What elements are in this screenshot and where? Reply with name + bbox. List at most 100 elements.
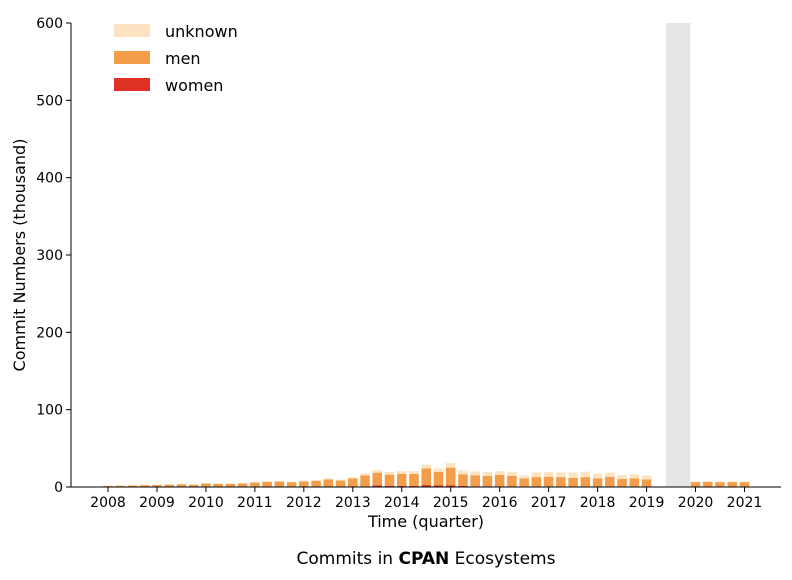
bar-women-2014Q3 bbox=[421, 485, 431, 487]
legend-swatch-men bbox=[114, 51, 150, 64]
bar-unknown-2009Q2 bbox=[164, 484, 174, 485]
bar-unknown-2009Q4 bbox=[188, 484, 199, 485]
bar-unknown-2013Q1 bbox=[348, 477, 358, 479]
bar-unknown-2018Q2 bbox=[605, 472, 615, 477]
bar-unknown-2010Q2 bbox=[213, 483, 223, 484]
bar-unknown-2012Q1 bbox=[299, 480, 309, 482]
bar-unknown-2020Q3 bbox=[715, 481, 725, 483]
y-tick-label-400: 400 bbox=[36, 171, 63, 187]
y-tick-label-300: 300 bbox=[36, 248, 63, 264]
bar-unknown-2010Q1 bbox=[201, 483, 211, 484]
bar-men-2011Q1 bbox=[250, 482, 260, 487]
x-tick-label-2010: 2010 bbox=[188, 495, 224, 511]
bar-unknown-2008Q4 bbox=[139, 484, 150, 486]
x-tick-label-2015: 2015 bbox=[433, 495, 469, 511]
bar-men-2009Q4 bbox=[188, 484, 199, 487]
bar-men-2008Q3 bbox=[127, 485, 138, 487]
bar-unknown-2015Q3 bbox=[470, 471, 480, 476]
bar-unknown-2016Q2 bbox=[507, 471, 517, 476]
bar-men-2015Q3 bbox=[470, 475, 480, 487]
bar-unknown-2012Q4 bbox=[335, 479, 346, 481]
x-tick-label-2020: 2020 bbox=[678, 495, 714, 511]
y-tick-label-500: 500 bbox=[36, 93, 63, 109]
bar-unknown-2013Q2 bbox=[360, 473, 370, 476]
x-tick-label-2009: 2009 bbox=[139, 495, 175, 511]
bar-men-2011Q3 bbox=[274, 481, 285, 487]
bar-women-2013Q4 bbox=[384, 485, 395, 487]
bar-men-2012Q3 bbox=[323, 479, 334, 487]
bar-unknown-2011Q2 bbox=[262, 481, 272, 482]
bar-men-2017Q4 bbox=[580, 477, 591, 487]
bar-men-2010Q2 bbox=[213, 483, 223, 487]
bar-men-2013Q3 bbox=[372, 472, 383, 486]
bar-men-2015Q4 bbox=[482, 475, 493, 487]
bar-women-2015Q2 bbox=[458, 485, 468, 487]
bar-men-2017Q1 bbox=[543, 476, 554, 487]
bar-men-2016Q4 bbox=[531, 477, 542, 487]
bar-unknown-2021Q1 bbox=[739, 481, 750, 483]
missing-data-span bbox=[665, 23, 691, 487]
bar-unknown-2014Q4 bbox=[433, 468, 444, 472]
chart-title-suffix: Ecosystems bbox=[449, 549, 555, 569]
bar-men-2012Q1 bbox=[299, 481, 309, 487]
y-tick-label-600: 600 bbox=[36, 16, 63, 32]
x-axis-label: Time (quarter) bbox=[367, 512, 484, 531]
bar-unknown-2014Q2 bbox=[409, 471, 419, 474]
bar-women-2015Q1 bbox=[445, 485, 456, 487]
bar-men-2016Q2 bbox=[507, 475, 517, 487]
bar-men-2018Q3 bbox=[617, 479, 627, 487]
y-tick-label-100: 100 bbox=[36, 403, 63, 419]
bar-unknown-2011Q3 bbox=[274, 480, 285, 482]
bar-men-2020Q1 bbox=[690, 482, 701, 487]
bar-unknown-2010Q3 bbox=[225, 483, 236, 484]
bar-men-2010Q4 bbox=[237, 483, 248, 487]
bar-unknown-2009Q3 bbox=[176, 483, 187, 485]
bar-unknown-2019Q1 bbox=[641, 475, 652, 480]
bar-unknown-2016Q1 bbox=[494, 471, 505, 476]
bar-unknown-2011Q1 bbox=[250, 482, 260, 483]
legend-swatch-unknown bbox=[114, 24, 150, 37]
bar-men-2017Q2 bbox=[556, 477, 566, 487]
bar-unknown-2018Q1 bbox=[592, 473, 603, 479]
bar-unknown-2017Q1 bbox=[543, 472, 554, 477]
bar-unknown-2020Q1 bbox=[690, 481, 701, 483]
bar-men-2020Q2 bbox=[703, 481, 713, 487]
bar-unknown-2010Q4 bbox=[237, 482, 248, 484]
bar-women-2014Q2 bbox=[409, 485, 419, 487]
bar-men-2018Q1 bbox=[592, 478, 603, 487]
y-tick-label-0: 0 bbox=[54, 480, 63, 496]
bar-men-2008Q2 bbox=[115, 485, 125, 487]
chart-title-bold: CPAN bbox=[398, 549, 449, 569]
bar-men-2019Q1 bbox=[641, 479, 652, 487]
x-tick-label-2012: 2012 bbox=[286, 495, 322, 511]
x-tick-label-2019: 2019 bbox=[629, 495, 665, 511]
bar-men-2010Q1 bbox=[201, 483, 211, 487]
bar-unknown-2017Q4 bbox=[580, 471, 591, 478]
bar-unknown-2014Q3 bbox=[421, 464, 431, 469]
bar-men-2009Q3 bbox=[176, 484, 187, 487]
bar-men-2014Q1 bbox=[397, 473, 407, 486]
x-tick-label-2011: 2011 bbox=[237, 495, 273, 511]
bar-men-2008Q1 bbox=[103, 485, 113, 487]
bar-men-2020Q4 bbox=[727, 482, 737, 487]
bar-unknown-2015Q2 bbox=[458, 470, 468, 475]
bar-men-2020Q3 bbox=[715, 482, 725, 487]
bar-unknown-2013Q4 bbox=[384, 471, 395, 475]
bar-men-2009Q2 bbox=[164, 484, 174, 487]
bar-women-2014Q1 bbox=[397, 485, 407, 487]
bar-men-2011Q4 bbox=[286, 482, 297, 487]
bar-men-2014Q4 bbox=[433, 471, 444, 486]
bar-unknown-2016Q3 bbox=[519, 475, 529, 479]
y-tick-label-200: 200 bbox=[36, 325, 63, 341]
bar-men-2016Q1 bbox=[494, 475, 505, 487]
x-tick-label-2016: 2016 bbox=[482, 495, 518, 511]
legend-label-women: women bbox=[165, 76, 223, 95]
bar-men-2014Q2 bbox=[409, 473, 419, 486]
x-tick-label-2008: 2008 bbox=[90, 495, 126, 511]
bar-unknown-2008Q2 bbox=[115, 485, 125, 486]
bar-unknown-2014Q1 bbox=[397, 471, 407, 474]
bar-unknown-2008Q1 bbox=[103, 485, 113, 487]
bar-women-2014Q4 bbox=[433, 485, 444, 487]
